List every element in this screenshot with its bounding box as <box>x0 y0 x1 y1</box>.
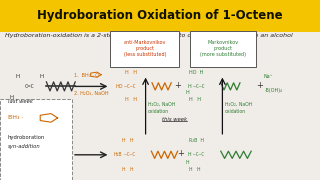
Text: 2. H₂O₂, NaOH: 2. H₂O₂, NaOH <box>74 91 109 96</box>
Text: BH₃ ·: BH₃ · <box>8 115 23 120</box>
Text: ·B(OH)₄: ·B(OH)₄ <box>264 88 282 93</box>
Text: +: + <box>177 149 184 158</box>
Text: H: H <box>186 159 189 165</box>
Text: H: H <box>40 74 44 79</box>
Text: last week: last week <box>8 99 33 104</box>
Text: HO  H: HO H <box>189 70 203 75</box>
Bar <box>0 0 320 31</box>
Text: H   H: H H <box>122 138 133 143</box>
Text: H   H: H H <box>122 167 133 172</box>
Text: —C—C: —C—C <box>124 84 136 89</box>
Text: —C—C: —C—C <box>124 152 135 157</box>
Text: +: + <box>256 81 263 90</box>
Text: H   H: H H <box>189 97 201 102</box>
Text: H: H <box>187 152 191 157</box>
Text: —C—C: —C—C <box>193 152 204 157</box>
FancyBboxPatch shape <box>0 99 72 180</box>
Text: C=C: C=C <box>25 84 34 89</box>
Text: hydroboration: hydroboration <box>8 135 45 140</box>
Text: H: H <box>16 74 20 79</box>
Text: H   H: H H <box>189 167 200 172</box>
Text: this week: this week <box>162 117 187 122</box>
Text: H   H: H H <box>125 70 137 75</box>
Text: syn-addition: syn-addition <box>8 144 41 149</box>
Text: H₂O₂, NaOH
oxidation: H₂O₂, NaOH oxidation <box>148 102 175 114</box>
Text: R₂B  H: R₂B H <box>189 138 204 143</box>
Text: HO: HO <box>115 84 123 89</box>
Text: 1.  BH₃ · O: 1. BH₃ · O <box>74 73 99 78</box>
Text: +: + <box>174 81 181 90</box>
Text: H   H: H H <box>125 97 137 102</box>
Text: Na⁺: Na⁺ <box>264 74 273 79</box>
Text: H₂B: H₂B <box>114 152 122 157</box>
FancyBboxPatch shape <box>190 31 256 67</box>
Text: Markovnikov
product
(more substituted): Markovnikov product (more substituted) <box>200 40 246 57</box>
Text: —C—C: —C—C <box>193 84 204 89</box>
Text: H: H <box>9 95 13 100</box>
Text: Hydroboration Oxidation of 1-Octene: Hydroboration Oxidation of 1-Octene <box>37 9 283 22</box>
Text: H: H <box>186 90 189 95</box>
Text: anti-Markovnikov
product
(less substituted): anti-Markovnikov product (less substitut… <box>124 40 166 57</box>
Text: Hydroboration-oxidation is a 2-step reaction sequence to convert an alkene into : Hydroboration-oxidation is a 2-step reac… <box>5 33 292 38</box>
FancyBboxPatch shape <box>110 31 179 67</box>
Text: H₂O₂, NaOH
oxidation: H₂O₂, NaOH oxidation <box>225 102 252 114</box>
Text: H: H <box>187 84 191 89</box>
